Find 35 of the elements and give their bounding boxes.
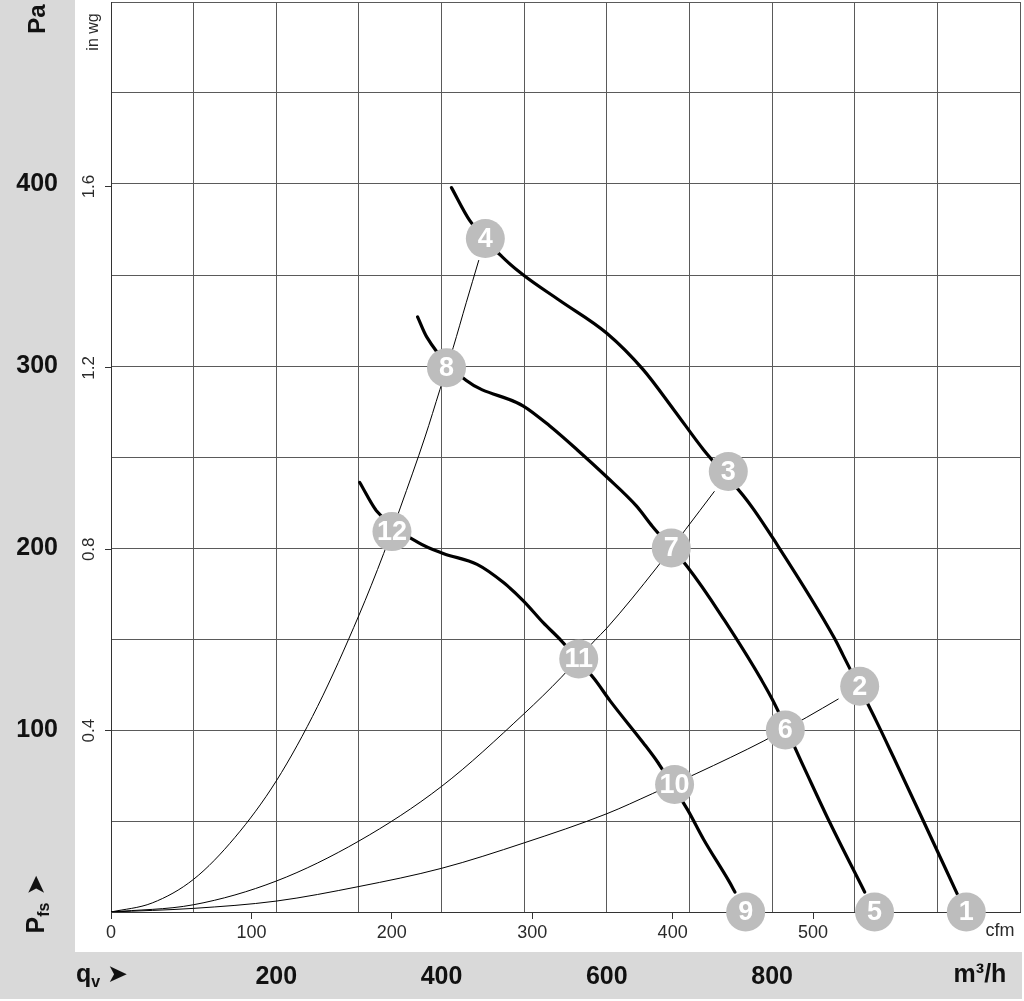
annotation: 12 (376, 516, 407, 547)
annotation: 10 (659, 769, 690, 800)
x-tick-label: 400 (420, 960, 463, 989)
annotation: 3 (720, 456, 736, 487)
y2-tick-label: 0.4 (78, 718, 98, 743)
annotation: 7 (663, 532, 679, 563)
x2-tick-label: 500 (798, 921, 829, 942)
y2-tick-label: 1.6 (78, 174, 98, 199)
x2-axis-title: cfm (985, 919, 1015, 940)
y-tick-label: 100 (16, 713, 58, 742)
annotation: 1 (958, 896, 974, 927)
x2-tick-label: 300 (517, 921, 548, 942)
annotation: 4 (477, 223, 493, 254)
x2-tick-label: 200 (376, 921, 407, 942)
y-axis-title: Pa (23, 3, 51, 34)
x2-tick-label: 400 (657, 921, 688, 942)
y-tick-label: 300 (16, 349, 58, 378)
x-tick-label: 600 (585, 960, 628, 989)
annotation: 11 (564, 643, 593, 674)
x-tick-label: 800 (751, 960, 793, 989)
y-tick-label: 200 (16, 531, 58, 560)
y-tick-label: 400 (16, 167, 58, 196)
annotation: 8 (438, 352, 455, 383)
x-tick-label: 200 (255, 960, 298, 989)
y2-axis-title: in wg (84, 13, 102, 51)
x2-tick-label: 0 (105, 921, 117, 942)
y2-tick-label: 1.2 (78, 356, 98, 380)
x2-tick-label: 100 (236, 921, 267, 942)
annotation: 2 (852, 670, 868, 701)
annotation: 9 (738, 896, 754, 927)
annotation: 6 (777, 714, 793, 745)
y2-tick-label: 0.8 (78, 537, 98, 562)
text: Pfs ➤ (21, 874, 53, 934)
annotation: 5 (867, 896, 883, 927)
x-axis-title: m³/h (953, 959, 1007, 988)
